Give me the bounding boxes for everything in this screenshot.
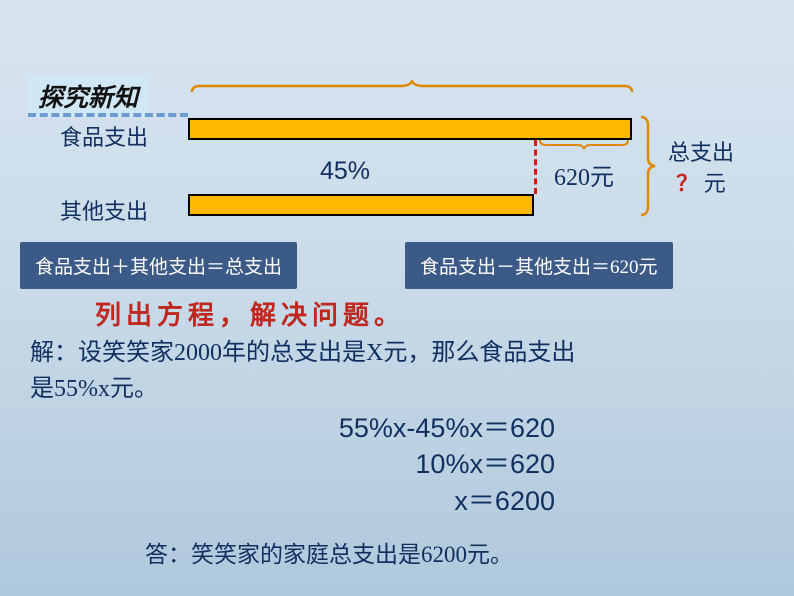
other-bar (188, 194, 534, 216)
question-mark: ？ (676, 171, 698, 196)
section-title: 探究新知 (28, 75, 148, 117)
amount-label: 620元 (554, 157, 614, 192)
vertical-red-dashed (534, 140, 537, 194)
solve-line1: 解：设笑笑家2000年的总支出是X元，那么食品支出 (30, 340, 575, 366)
food-bar (188, 118, 632, 140)
solve-line2: 是55%x元。 (30, 376, 158, 402)
food-expense-label: 食品支出 (60, 120, 148, 152)
percent-label: 45% (320, 157, 370, 186)
equation-2: 10%x＝620 (225, 446, 555, 482)
equation-3: x＝6200 (225, 483, 555, 519)
total-expense-label: 总支出 ？ 元 (668, 138, 734, 200)
solve-heading: 列出方程，解决问题。 (95, 295, 405, 332)
formula-sum: 食品支出＋其他支出＝总支出 (20, 242, 297, 289)
right-brace (638, 114, 658, 218)
top-brace (190, 80, 634, 94)
answer-text: 答：笑笑家的家庭总支出是6200元。 (145, 535, 513, 569)
total-unit: 元 (704, 171, 726, 196)
amount-brace (538, 138, 630, 150)
other-expense-label: 其他支出 (60, 194, 148, 226)
total-text: 总支出 (668, 140, 734, 165)
formula-diff: 食品支出－其他支出＝620元 (405, 242, 673, 289)
equation-block: 55%x-45%x＝620 10%x＝620 x＝6200 (225, 410, 555, 519)
solution-setup: 解：设笑笑家2000年的总支出是X元，那么食品支出 是55%x元。 (30, 335, 750, 407)
equation-1: 55%x-45%x＝620 (225, 410, 555, 446)
title-underline (28, 113, 188, 117)
